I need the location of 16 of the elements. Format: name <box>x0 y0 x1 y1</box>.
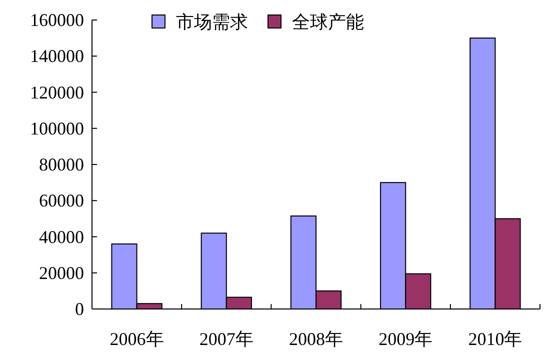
legend-label: 全球产能 <box>292 12 364 32</box>
y-tick-label: 40000 <box>39 226 84 247</box>
y-tick-label: 60000 <box>39 190 84 211</box>
x-tick-label: 2010年 <box>468 329 522 349</box>
y-tick-label: 100000 <box>30 118 84 138</box>
x-tick-label: 2007年 <box>199 329 254 349</box>
legend-label: 市场需求 <box>176 12 248 32</box>
y-tick-label: 140000 <box>30 46 84 66</box>
y-tick-label: 160000 <box>30 10 84 30</box>
y-tick-label: 20000 <box>39 262 84 283</box>
y-tick-label: 0 <box>75 299 84 319</box>
x-tick-label: 2006年 <box>110 329 164 349</box>
y-tick-label: 80000 <box>39 154 84 174</box>
x-tick-label: 2009年 <box>378 329 433 349</box>
x-tick-label: 2008年 <box>289 329 343 349</box>
y-tick-label: 120000 <box>30 82 84 102</box>
